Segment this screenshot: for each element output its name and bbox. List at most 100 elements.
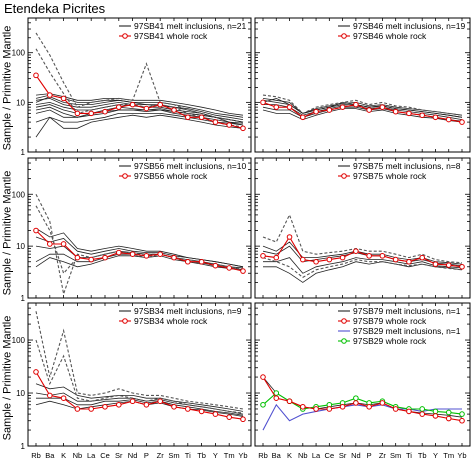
legend-label: 97SB56 whole rock [134,171,208,181]
data-point [406,408,412,415]
data-point [445,409,452,416]
legend-marker [122,318,128,324]
y-tick-label: 100 [12,336,26,345]
data-point [313,108,319,115]
y-tick-label: 1 [21,148,26,157]
x-tick-label: Tb [418,451,427,460]
series-line-97sb46-whole-rock [262,101,463,123]
data-point [445,262,452,268]
x-tick-label: Nd [128,451,138,460]
data-point [313,258,319,265]
legend-label: 97SB56 melt inclusions, n=10 [134,161,246,171]
x-tick-label: Rb [31,451,41,460]
x-tick-label: Ti [406,451,412,460]
data-point [47,392,53,399]
data-point [33,227,39,234]
y-tick-label: 10 [16,242,25,251]
series-line-inclusion [35,114,244,138]
data-point [353,400,359,406]
data-point [143,105,150,112]
series-line-97sb41-whole-rock [35,74,244,129]
x-tick-label: Zr [379,451,387,460]
legend-label: 97SB34 melt inclusions, n=9 [134,306,242,316]
x-tick-label: Yb [238,451,247,460]
data-point [339,254,346,261]
data-point [171,254,177,261]
x-tick-label: Yb [457,451,466,460]
series-line-inclusion [35,106,244,123]
x-tick-label: Ce [325,451,335,460]
legend-label: 97SB79 whole rock [353,316,427,326]
x-tick-label: Ce [100,451,110,460]
legend-label: 97SB29 melt inclusions, n=1 [353,326,461,336]
series-line-inclusion [35,255,244,271]
panel-frame [254,302,471,447]
panel-top-left: 1 10 100 97SB41 melt inclusions, n=2197SB41… [12,17,252,157]
data-point [353,101,359,108]
data-point [300,403,306,410]
x-tick-label: Y [213,451,218,460]
data-point [157,251,163,257]
legend-label: 97SB41 melt inclusions, n=21 [134,21,246,31]
data-point [432,413,439,419]
data-point [212,119,219,125]
panel-frame [27,157,252,299]
data-point [33,369,39,375]
data-point [432,114,439,121]
series-line-inclusion [263,257,463,274]
data-point [273,254,280,261]
legend-marker [341,338,347,344]
y-tick-label: 100 [12,190,26,199]
data-point [286,104,293,110]
series-line-97sb75-whole-rock [262,235,463,268]
data-point [157,101,163,108]
x-tick-label: Rb [258,451,268,460]
series-line-inclusion [35,383,244,412]
x-tick-label: La [312,451,321,460]
data-point [326,256,333,263]
data-point [273,390,280,396]
x-tick-label: Tm [224,451,235,460]
data-point [47,92,53,98]
series-line-97sb34-whole-rock [35,371,244,420]
x-tick-label: Nb [298,451,308,460]
x-tick-label: Sr [115,451,123,460]
data-point [240,416,246,423]
series-line-inclusion [35,205,244,275]
data-point [260,99,266,106]
series-line-inclusion [35,109,244,126]
data-point [379,400,386,406]
data-point [406,258,412,265]
legend-marker [122,33,128,39]
data-point [88,406,94,412]
data-point [432,408,439,415]
data-point [60,395,67,401]
series-line-inclusion [262,94,463,116]
x-tick-label: La [87,451,96,460]
data-point [88,256,94,263]
data-point [432,261,439,267]
x-tick-label: Sr [339,451,347,460]
x-tick-label: P [367,451,372,460]
data-point [171,403,177,410]
data-point [300,114,306,121]
data-point [74,110,81,117]
data-point [212,262,219,269]
data-point [419,406,426,412]
x-tick-label: Nb [73,451,83,460]
legend-label: 97SB46 whole rock [353,31,427,41]
data-point [459,119,465,125]
data-point [419,411,426,417]
data-point [353,248,359,254]
data-point [300,256,306,263]
figure-title: Etendeka Picrites [4,1,106,16]
data-point [171,107,177,113]
data-point [286,234,293,240]
legend-marker [341,173,347,179]
series-line-97sb56-whole-rock [35,230,244,272]
x-tick-label: Sm [168,451,179,460]
panel-frame [254,157,471,299]
